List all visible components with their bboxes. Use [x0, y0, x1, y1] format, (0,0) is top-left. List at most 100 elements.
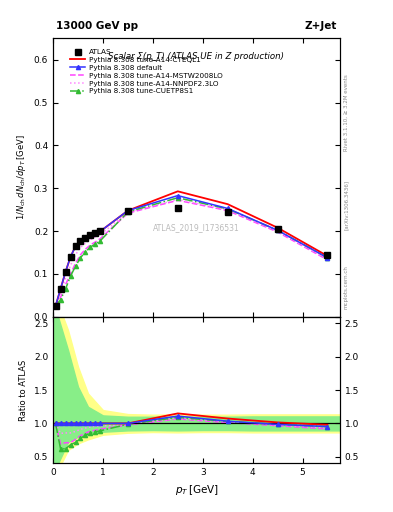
ATLAS	[53, 303, 58, 309]
Pythia 8.308 tune-A14-NNPDF2.3LO	[175, 197, 180, 203]
Pythia 8.308 tune-CUETP8S1	[325, 254, 330, 261]
Pythia 8.308 tune-A14-NNPDF2.3LO	[93, 233, 98, 240]
Legend: ATLAS, Pythia 8.308 tune-A14-CTEQL1, Pythia 8.308 default, Pythia 8.308 tune-A14: ATLAS, Pythia 8.308 tune-A14-CTEQL1, Pyt…	[68, 48, 224, 96]
ATLAS	[175, 204, 180, 210]
Pythia 8.308 tune-A14-MSTW2008LO	[175, 197, 180, 203]
Pythia 8.308 tune-A14-NNPDF2.3LO	[275, 228, 280, 234]
Pythia 8.308 default	[58, 286, 63, 292]
Text: mcplots.cern.ch: mcplots.cern.ch	[344, 265, 349, 309]
Pythia 8.308 tune-A14-NNPDF2.3LO	[98, 231, 103, 238]
Pythia 8.308 tune-A14-CTEQL1	[225, 201, 230, 207]
Pythia 8.308 tune-A14-MSTW2008LO	[58, 294, 63, 301]
Pythia 8.308 default	[73, 243, 78, 249]
Pythia 8.308 tune-A14-CTEQL1	[98, 228, 103, 234]
Pythia 8.308 default	[125, 207, 130, 214]
Pythia 8.308 tune-A14-MSTW2008LO	[68, 271, 73, 277]
Line: Pythia 8.308 tune-A14-NNPDF2.3LO: Pythia 8.308 tune-A14-NNPDF2.3LO	[55, 200, 327, 306]
ATLAS	[68, 254, 73, 260]
Text: Z+Jet: Z+Jet	[305, 22, 337, 31]
Pythia 8.308 tune-A14-NNPDF2.3LO	[225, 207, 230, 213]
Pythia 8.308 tune-A14-MSTW2008LO	[93, 239, 98, 245]
Text: [arXiv:1306.3436]: [arXiv:1306.3436]	[344, 180, 349, 230]
Pythia 8.308 tune-CUETP8S1	[53, 303, 58, 309]
Line: Pythia 8.308 default: Pythia 8.308 default	[53, 194, 330, 308]
Pythia 8.308 tune-CUETP8S1	[98, 238, 103, 244]
Pythia 8.308 tune-A14-CTEQL1	[78, 238, 83, 244]
Pythia 8.308 tune-A14-CTEQL1	[275, 225, 280, 231]
Pythia 8.308 tune-CUETP8S1	[78, 254, 83, 261]
Pythia 8.308 default	[98, 228, 103, 234]
Pythia 8.308 tune-A14-MSTW2008LO	[78, 251, 83, 258]
Pythia 8.308 tune-CUETP8S1	[73, 263, 78, 269]
Y-axis label: $1/N_\mathrm{ch}\,dN_\mathrm{ch}/dp_T\,[\mathrm{GeV}]$: $1/N_\mathrm{ch}\,dN_\mathrm{ch}/dp_T\,[…	[15, 135, 28, 220]
ATLAS	[225, 209, 230, 215]
Line: ATLAS: ATLAS	[52, 204, 331, 309]
Pythia 8.308 default	[275, 227, 280, 233]
Pythia 8.308 default	[93, 230, 98, 237]
Pythia 8.308 tune-A14-NNPDF2.3LO	[73, 251, 78, 258]
Pythia 8.308 tune-A14-NNPDF2.3LO	[325, 256, 330, 262]
Pythia 8.308 default	[325, 254, 330, 261]
Pythia 8.308 tune-A14-CTEQL1	[93, 230, 98, 237]
Pythia 8.308 default	[175, 193, 180, 199]
Pythia 8.308 default	[68, 254, 73, 260]
Pythia 8.308 tune-A14-CTEQL1	[325, 253, 330, 259]
Pythia 8.308 tune-A14-MSTW2008LO	[275, 229, 280, 235]
Line: Pythia 8.308 tune-A14-MSTW2008LO: Pythia 8.308 tune-A14-MSTW2008LO	[55, 200, 327, 306]
Pythia 8.308 tune-A14-CTEQL1	[58, 286, 63, 292]
Pythia 8.308 tune-A14-MSTW2008LO	[225, 207, 230, 214]
Pythia 8.308 default	[78, 238, 83, 244]
Pythia 8.308 tune-A14-NNPDF2.3LO	[83, 240, 88, 246]
Pythia 8.308 tune-A14-MSTW2008LO	[83, 246, 88, 252]
ATLAS	[83, 234, 88, 241]
Pythia 8.308 tune-A14-NNPDF2.3LO	[125, 209, 130, 216]
Pythia 8.308 tune-CUETP8S1	[58, 296, 63, 303]
Pythia 8.308 tune-A14-NNPDF2.3LO	[63, 275, 68, 281]
Pythia 8.308 tune-A14-CTEQL1	[68, 254, 73, 260]
ATLAS	[98, 228, 103, 234]
Pythia 8.308 default	[225, 205, 230, 211]
Y-axis label: Ratio to ATLAS: Ratio to ATLAS	[19, 359, 28, 421]
Pythia 8.308 tune-A14-MSTW2008LO	[325, 257, 330, 263]
ATLAS	[63, 269, 68, 275]
Pythia 8.308 tune-CUETP8S1	[225, 206, 230, 212]
Pythia 8.308 default	[63, 269, 68, 275]
Pythia 8.308 tune-A14-CTEQL1	[73, 243, 78, 249]
ATLAS	[125, 207, 130, 214]
ATLAS	[88, 232, 93, 239]
Pythia 8.308 tune-CUETP8S1	[83, 249, 88, 255]
Pythia 8.308 default	[88, 232, 93, 239]
ATLAS	[275, 226, 280, 232]
Pythia 8.308 default	[83, 234, 88, 241]
ATLAS	[73, 243, 78, 249]
Pythia 8.308 tune-CUETP8S1	[93, 241, 98, 247]
Pythia 8.308 tune-A14-MSTW2008LO	[63, 282, 68, 288]
Pythia 8.308 tune-A14-CTEQL1	[88, 232, 93, 239]
Pythia 8.308 tune-A14-CTEQL1	[53, 303, 58, 309]
Text: Rivet 3.1.10, ≥ 3.2M events: Rivet 3.1.10, ≥ 3.2M events	[344, 74, 349, 151]
Pythia 8.308 tune-A14-MSTW2008LO	[73, 260, 78, 266]
Line: Pythia 8.308 tune-A14-CTEQL1: Pythia 8.308 tune-A14-CTEQL1	[55, 191, 327, 306]
Text: Scalar Σ(p_T) (ATLAS UE in Z production): Scalar Σ(p_T) (ATLAS UE in Z production)	[108, 52, 285, 61]
ATLAS	[78, 238, 83, 244]
Pythia 8.308 tune-A14-MSTW2008LO	[88, 242, 93, 248]
Pythia 8.308 tune-A14-NNPDF2.3LO	[88, 237, 93, 243]
ATLAS	[93, 230, 98, 237]
Pythia 8.308 tune-A14-MSTW2008LO	[98, 236, 103, 242]
Pythia 8.308 tune-CUETP8S1	[88, 244, 93, 250]
Pythia 8.308 default	[53, 303, 58, 309]
Line: Pythia 8.308 tune-CUETP8S1: Pythia 8.308 tune-CUETP8S1	[53, 196, 330, 308]
Pythia 8.308 tune-A14-MSTW2008LO	[125, 210, 130, 216]
Pythia 8.308 tune-A14-CTEQL1	[83, 234, 88, 241]
Pythia 8.308 tune-CUETP8S1	[63, 286, 68, 292]
Text: ATLAS_2019_I1736531: ATLAS_2019_I1736531	[153, 223, 240, 232]
Pythia 8.308 tune-A14-NNPDF2.3LO	[53, 303, 58, 309]
Pythia 8.308 tune-A14-CTEQL1	[175, 188, 180, 195]
ATLAS	[58, 286, 63, 292]
Pythia 8.308 tune-A14-NNPDF2.3LO	[58, 290, 63, 296]
Pythia 8.308 tune-CUETP8S1	[175, 195, 180, 201]
Pythia 8.308 tune-A14-CTEQL1	[125, 207, 130, 214]
Pythia 8.308 tune-A14-NNPDF2.3LO	[68, 262, 73, 268]
Pythia 8.308 tune-CUETP8S1	[125, 209, 130, 215]
Pythia 8.308 tune-A14-NNPDF2.3LO	[78, 244, 83, 250]
